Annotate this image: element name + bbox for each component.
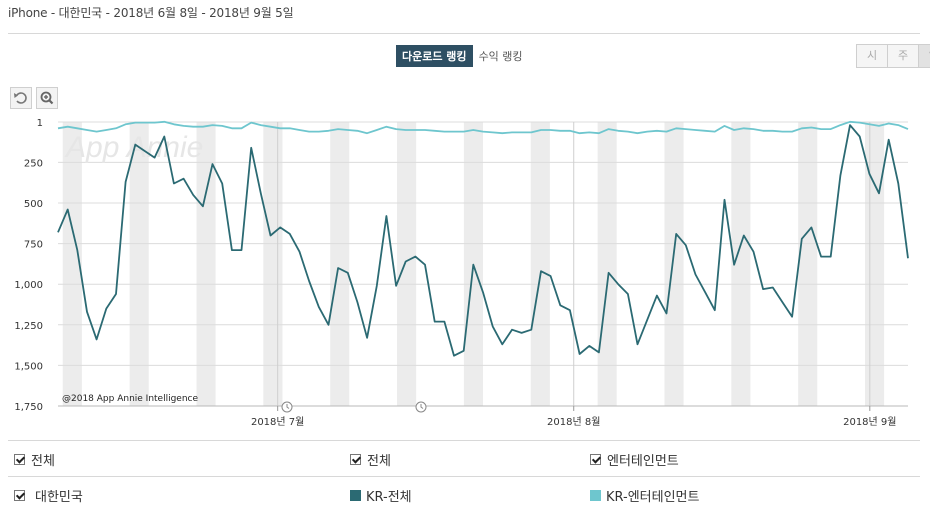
weekend-band xyxy=(530,122,550,406)
weekend-band xyxy=(129,122,149,406)
checkbox-checked-icon xyxy=(14,489,25,501)
granularity-selector: 시 주 일 xyxy=(856,44,930,68)
y-axis-ticks: 1 250 500 750 1,000 1,250 1,500 1,750 xyxy=(14,118,43,413)
legend-panel: 전체 전체 엔터테인먼트 대한민국 KR-전체 KR-엔터테인먼트 xyxy=(8,440,920,517)
legend-filter-all-label: 전체 xyxy=(31,453,55,469)
legend-filter-all[interactable]: 전체 xyxy=(14,441,55,477)
y-tick-label: 750 xyxy=(24,240,43,251)
y-tick-label: 1,750 xyxy=(14,402,43,413)
x-tick-label: 2018년 8월 xyxy=(547,416,600,428)
zoom-button[interactable] xyxy=(36,87,58,109)
undo-icon xyxy=(14,92,27,104)
weekend-band xyxy=(731,122,751,406)
event-marker-1[interactable] xyxy=(281,401,293,413)
tab-revenue-ranking[interactable]: 수익 랭킹 xyxy=(478,50,523,63)
chart-series xyxy=(57,120,909,357)
page-title: iPhone - 대한민국 - 2018년 6월 8일 - 2018년 9월 5… xyxy=(8,6,294,20)
granularity-week-button[interactable]: 주 xyxy=(887,45,918,67)
x-tick-label: 2018년 7월 xyxy=(251,416,304,428)
legend-country-korea[interactable]: 대한민국 xyxy=(14,477,83,513)
legend-series-kr-entertainment-label: KR-엔터테인먼트 xyxy=(606,489,700,505)
legend-row-series: 대한민국 KR-전체 KR-엔터테인먼트 xyxy=(8,476,920,513)
y-tick-label: 250 xyxy=(24,158,43,169)
ranking-tabs: 다운로드 랭킹 수익 랭킹 xyxy=(396,45,529,67)
weekend-band xyxy=(397,122,417,406)
zoom-in-icon xyxy=(40,91,54,105)
x-axis-ticks: 2018년 7월 2018년 8월 2018년 9월 xyxy=(251,406,896,428)
y-tick-label: 500 xyxy=(24,199,43,210)
legend-swatch-kr-all xyxy=(350,489,361,501)
legend-series-kr-entertainment[interactable]: KR-엔터테인먼트 xyxy=(590,477,699,513)
legend-country-label: 대한민국 xyxy=(35,489,83,505)
legend-filter-all-2[interactable]: 전체 xyxy=(350,441,391,477)
weekend-band xyxy=(263,122,283,406)
legend-swatch-kr-entertainment xyxy=(590,489,601,501)
tab-download-ranking[interactable]: 다운로드 랭킹 xyxy=(396,45,473,67)
weekend-band xyxy=(664,122,684,406)
granularity-day-button[interactable]: 일 xyxy=(918,45,930,67)
series-line-kr-entertainment xyxy=(57,120,909,135)
y-tick-label: 1,000 xyxy=(14,280,43,291)
legend-series-kr-all-label: KR-전체 xyxy=(366,489,412,505)
legend-series-kr-all[interactable]: KR-전체 xyxy=(350,477,412,513)
weekend-band xyxy=(330,122,350,406)
weekend-band xyxy=(62,122,82,406)
weekend-band xyxy=(196,122,216,406)
chart-copyright: @2018 App Annie Intelligence xyxy=(62,394,199,404)
weekend-band xyxy=(597,122,617,406)
legend-row-categories: 전체 전체 엔터테인먼트 xyxy=(8,440,920,477)
weekend-band xyxy=(798,122,818,406)
legend-filter-entertainment-label: 엔터테인먼트 xyxy=(607,453,679,469)
title-divider xyxy=(8,33,920,34)
legend-filter-entertainment[interactable]: 엔터테인먼트 xyxy=(590,441,679,477)
series-line-kr-all xyxy=(57,124,909,357)
y-tick-label: 1,500 xyxy=(14,361,43,372)
y-tick-label: 1,250 xyxy=(14,321,43,332)
checkbox-checked-icon xyxy=(350,453,361,465)
month-gridlines xyxy=(277,122,871,406)
y-tick-label: 1 xyxy=(37,118,43,129)
x-tick-label: 2018년 9월 xyxy=(843,416,896,428)
granularity-hour-button[interactable]: 시 xyxy=(857,45,887,67)
checkbox-checked-icon xyxy=(590,453,601,465)
event-marker-2[interactable] xyxy=(415,401,427,413)
legend-filter-all-2-label: 전체 xyxy=(367,453,391,469)
checkbox-checked-icon xyxy=(14,453,25,465)
reset-zoom-button[interactable] xyxy=(10,87,32,109)
ranking-chart[interactable]: App Annie 12505007501,0001,2501,5001,750… xyxy=(0,112,930,434)
